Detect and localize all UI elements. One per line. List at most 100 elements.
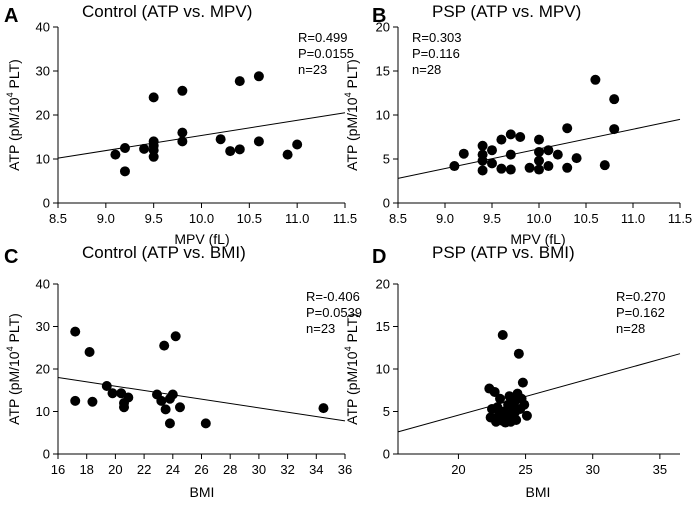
stat-annotation: P=0.116 — [412, 46, 460, 61]
data-point — [119, 166, 130, 177]
data-point — [489, 386, 500, 397]
data-point — [515, 132, 526, 142]
data-point — [609, 94, 620, 105]
data-point — [497, 330, 508, 340]
y-tick-label: 10 — [376, 362, 390, 377]
data-point — [70, 326, 81, 337]
data-point — [562, 162, 573, 173]
stat-annotation: R=0.270 — [616, 289, 666, 304]
x-tick-label: 32 — [280, 462, 294, 477]
data-point — [496, 134, 507, 145]
y-axis-label-unit: PLT) — [6, 59, 22, 92]
x-tick-label: 28 — [223, 462, 237, 477]
x-tick-label: 11.5 — [333, 211, 357, 226]
stat-annotation: R=0.499 — [298, 30, 348, 45]
data-point — [552, 149, 563, 160]
panel-d: D PSP (ATP vs. BMI) 20 25 30 35 0 5 10 15 20 BMI ATP… — [343, 243, 681, 500]
regression-line — [57, 377, 346, 422]
chart-title: PSP (ATP vs. BMI) — [432, 243, 575, 262]
x-tick-label: 35 — [653, 462, 667, 477]
panel-letter: D — [372, 246, 386, 268]
data-point — [253, 136, 264, 147]
data-point — [156, 395, 167, 406]
data-point — [167, 389, 178, 400]
x-tick-label: 20 — [108, 462, 122, 477]
data-point — [495, 393, 506, 404]
stat-annotation: P=0.0539 — [306, 305, 362, 320]
x-axis-label: MPV (fL) — [174, 231, 229, 247]
data-point — [139, 143, 150, 154]
data-point — [119, 402, 130, 413]
y-tick-label: 10 — [36, 152, 50, 167]
x-tick-label: 11.0 — [285, 211, 309, 226]
data-point — [509, 407, 520, 418]
data-point — [562, 123, 573, 134]
y-tick-label: 20 — [36, 108, 50, 123]
data-point — [215, 134, 226, 145]
stat-annotation: R=-0.406 — [306, 289, 360, 304]
data-point — [609, 124, 620, 135]
data-point — [519, 399, 530, 410]
data-point — [174, 402, 185, 413]
stat-annotation: n=23 — [306, 321, 335, 336]
data-point — [282, 149, 293, 160]
data-point — [70, 395, 81, 406]
data-point — [487, 145, 497, 156]
x-tick-label: 10.5 — [237, 211, 262, 226]
y-axis-label-unit: PLT) — [344, 313, 360, 346]
panel-b: B PSP (ATP vs. MPV) 8.5 9.0 9.5 10.0 10.5 11.0 1… — [343, 2, 692, 247]
y-axis-label: ATP (pM/104 PLT) — [5, 59, 22, 171]
stat-annotation: n=23 — [298, 62, 327, 77]
stat-annotation: R=0.303 — [412, 30, 462, 45]
panel-a: A Control (ATP vs. MPV) 8.5 9.0 9.5 10.0 10.5 1… — [4, 2, 357, 247]
data-point — [87, 396, 98, 407]
data-point — [148, 151, 159, 162]
x-tick-label: 20 — [451, 462, 465, 477]
data-point — [505, 149, 516, 160]
stat-annotation: P=0.162 — [616, 305, 665, 320]
y-tick-label: 0 — [43, 196, 50, 211]
data-point — [160, 404, 171, 415]
data-point — [177, 127, 188, 138]
data-point — [571, 153, 582, 164]
y-axis-label-unit: PLT) — [6, 313, 22, 346]
y-axis-label-unit: PLT) — [344, 59, 360, 92]
data-point — [253, 71, 264, 82]
x-tick-label: 34 — [309, 462, 323, 477]
panel-letter: B — [372, 5, 386, 27]
data-point — [177, 136, 188, 147]
data-point — [599, 160, 610, 171]
y-tick-label: 5 — [383, 404, 390, 419]
chart-title: Control (ATP vs. BMI) — [82, 243, 246, 262]
data-point — [234, 144, 245, 155]
data-point — [500, 417, 511, 428]
y-axis-label: ATP (pM/104 PLT) — [343, 59, 360, 171]
chart-title: PSP (ATP vs. MPV) — [432, 2, 581, 21]
y-tick-label: 20 — [376, 277, 390, 292]
data-point — [318, 403, 329, 414]
x-axis-label: BMI — [526, 484, 551, 500]
y-axis-label-exponent: 4 — [343, 346, 353, 351]
panel-c: C Control (ATP vs. BMI) 16 18 20 22 24 26 28 30 32… — [4, 243, 362, 500]
y-tick-label: 15 — [376, 64, 390, 79]
x-tick-label: 9.5 — [145, 211, 163, 226]
stat-annotation: n=28 — [616, 321, 645, 336]
stat-annotation: P=0.0155 — [298, 46, 354, 61]
x-tick-label: 24 — [166, 462, 180, 477]
data-point — [458, 148, 469, 159]
y-tick-label: 30 — [36, 64, 50, 79]
y-tick-label: 20 — [36, 362, 50, 377]
data-point — [477, 165, 488, 176]
x-tick-label: 26 — [194, 462, 208, 477]
data-point — [159, 340, 170, 351]
x-axis-label: BMI — [190, 484, 215, 500]
y-axis-label-exponent: 4 — [5, 92, 15, 97]
y-axis-label-main: ATP (pM/10 — [344, 97, 360, 171]
y-tick-label: 5 — [383, 152, 390, 167]
x-tick-label: 18 — [79, 462, 93, 477]
x-tick-label: 30 — [585, 462, 599, 477]
data-point — [521, 410, 532, 421]
data-point — [84, 347, 95, 357]
data-point — [477, 140, 488, 151]
data-point — [170, 331, 181, 342]
